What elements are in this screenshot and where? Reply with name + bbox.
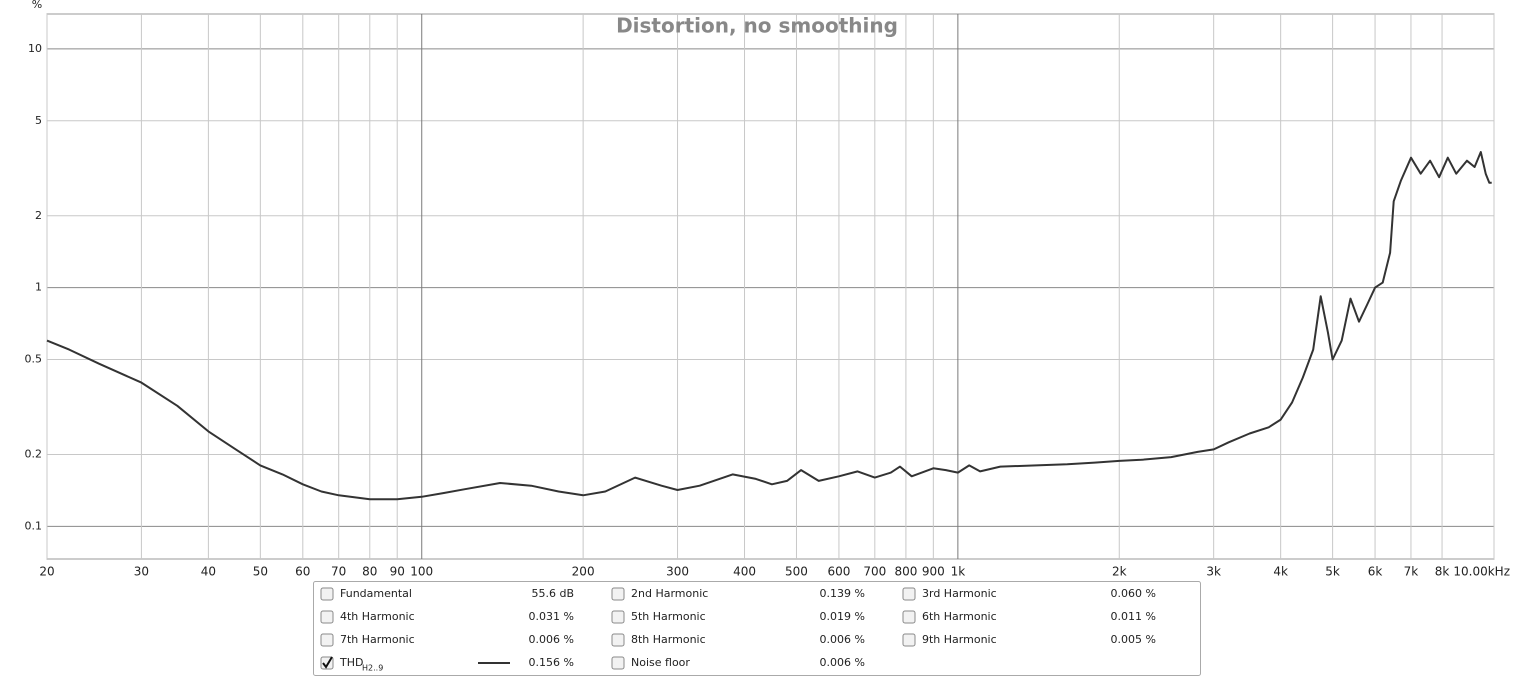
legend-value: 0.006 % bbox=[529, 633, 574, 646]
x-tick-label: 100 bbox=[410, 565, 433, 579]
x-tick-label: 600 bbox=[827, 565, 850, 579]
x-tick-label: 3k bbox=[1206, 565, 1221, 579]
x-tick-label: 50 bbox=[253, 565, 268, 579]
y-tick-label: 0.1 bbox=[25, 519, 43, 532]
y-unit: % bbox=[32, 0, 42, 11]
legend-panel: Fundamental 55.6 dB 2nd Harmonic 0.139 % 3rd… bbox=[313, 581, 1201, 676]
legend-value: 0.006 % bbox=[820, 633, 865, 646]
legend-label: 9th Harmonic bbox=[922, 633, 997, 646]
x-tick-label: 70 bbox=[331, 565, 346, 579]
y-tick-label: 2 bbox=[35, 209, 42, 222]
legend-value: 0.011 % bbox=[1111, 610, 1156, 623]
x-tick-label: 700 bbox=[863, 565, 886, 579]
x-tick-label: 60 bbox=[295, 565, 310, 579]
x-tick-label: 20 bbox=[39, 565, 54, 579]
x-tick-label: 80 bbox=[362, 565, 377, 579]
legend-value: 0.139 % bbox=[820, 587, 865, 600]
chart-title: Distortion, no smoothing bbox=[616, 14, 898, 38]
x-tick-label: 40 bbox=[201, 565, 216, 579]
x-tick-label: 30 bbox=[134, 565, 149, 579]
thd-curve bbox=[46, 151, 1492, 501]
x-tick-label: 90 bbox=[390, 565, 405, 579]
x-tick-label: 2k bbox=[1112, 565, 1127, 579]
checkbox[interactable] bbox=[902, 587, 916, 601]
checkbox[interactable] bbox=[611, 610, 625, 624]
legend-value: 0.006 % bbox=[820, 656, 865, 669]
plot-area bbox=[46, 13, 1495, 560]
y-tick-label: 10 bbox=[28, 42, 42, 55]
checkbox[interactable] bbox=[320, 633, 334, 647]
y-tick-label: 5 bbox=[35, 114, 42, 127]
legend-value: 0.005 % bbox=[1111, 633, 1156, 646]
x-tick-label: 10.00kHz bbox=[1453, 565, 1510, 579]
legend-label: 3rd Harmonic bbox=[922, 587, 997, 600]
legend-label-sub: H2..9 bbox=[362, 664, 383, 673]
panel-frame bbox=[313, 581, 1201, 676]
checkbox[interactable] bbox=[902, 610, 916, 624]
x-tick-label: 5k bbox=[1325, 565, 1340, 579]
checkbox[interactable] bbox=[611, 633, 625, 647]
legend-label: 8th Harmonic bbox=[631, 633, 706, 646]
legend-value: 0.156 % bbox=[529, 656, 574, 669]
x-tick-label: 200 bbox=[572, 565, 595, 579]
x-tick-label: 8k bbox=[1435, 565, 1450, 579]
x-tick-label: 6k bbox=[1368, 565, 1383, 579]
y-tick-label: 0.2 bbox=[25, 448, 43, 461]
checkbox[interactable] bbox=[320, 610, 334, 624]
legend-label: Fundamental bbox=[340, 587, 412, 600]
legend-value: 0.060 % bbox=[1111, 587, 1156, 600]
legend-value: 55.6 dB bbox=[531, 587, 574, 600]
legend-label: 4th Harmonic bbox=[340, 610, 415, 623]
y-tick-label: 0.5 bbox=[25, 352, 43, 365]
legend-value: 0.031 % bbox=[529, 610, 574, 623]
x-tick-label: 400 bbox=[733, 565, 756, 579]
legend-label: 6th Harmonic bbox=[922, 610, 997, 623]
checkbox[interactable] bbox=[320, 587, 334, 601]
legend-label: 5th Harmonic bbox=[631, 610, 706, 623]
legend-label: THD bbox=[339, 656, 363, 669]
legend-label: 7th Harmonic bbox=[340, 633, 415, 646]
x-tick-label: 7k bbox=[1404, 565, 1419, 579]
curves bbox=[46, 151, 1492, 501]
checkbox[interactable] bbox=[902, 633, 916, 647]
x-tick-label: 800 bbox=[894, 565, 917, 579]
x-tick-label: 4k bbox=[1273, 565, 1288, 579]
y-tick-label: 1 bbox=[35, 281, 42, 294]
x-tick-label: 1k bbox=[951, 565, 966, 579]
checkbox[interactable] bbox=[611, 587, 625, 601]
grid: 0.1 0.2 0.5 1 2 5 10 20 30 40 50 60 70 80 90 100 200 300 4… bbox=[25, 14, 1510, 579]
legend-value: 0.019 % bbox=[820, 610, 865, 623]
legend-label: Noise floor bbox=[631, 656, 690, 669]
check-mark bbox=[322, 656, 333, 669]
x-tick-label: 500 bbox=[785, 565, 808, 579]
x-tick-label: 300 bbox=[666, 565, 689, 579]
checkbox[interactable] bbox=[611, 656, 625, 670]
legend-label: 2nd Harmonic bbox=[631, 587, 708, 600]
x-tick-label: 900 bbox=[922, 565, 945, 579]
